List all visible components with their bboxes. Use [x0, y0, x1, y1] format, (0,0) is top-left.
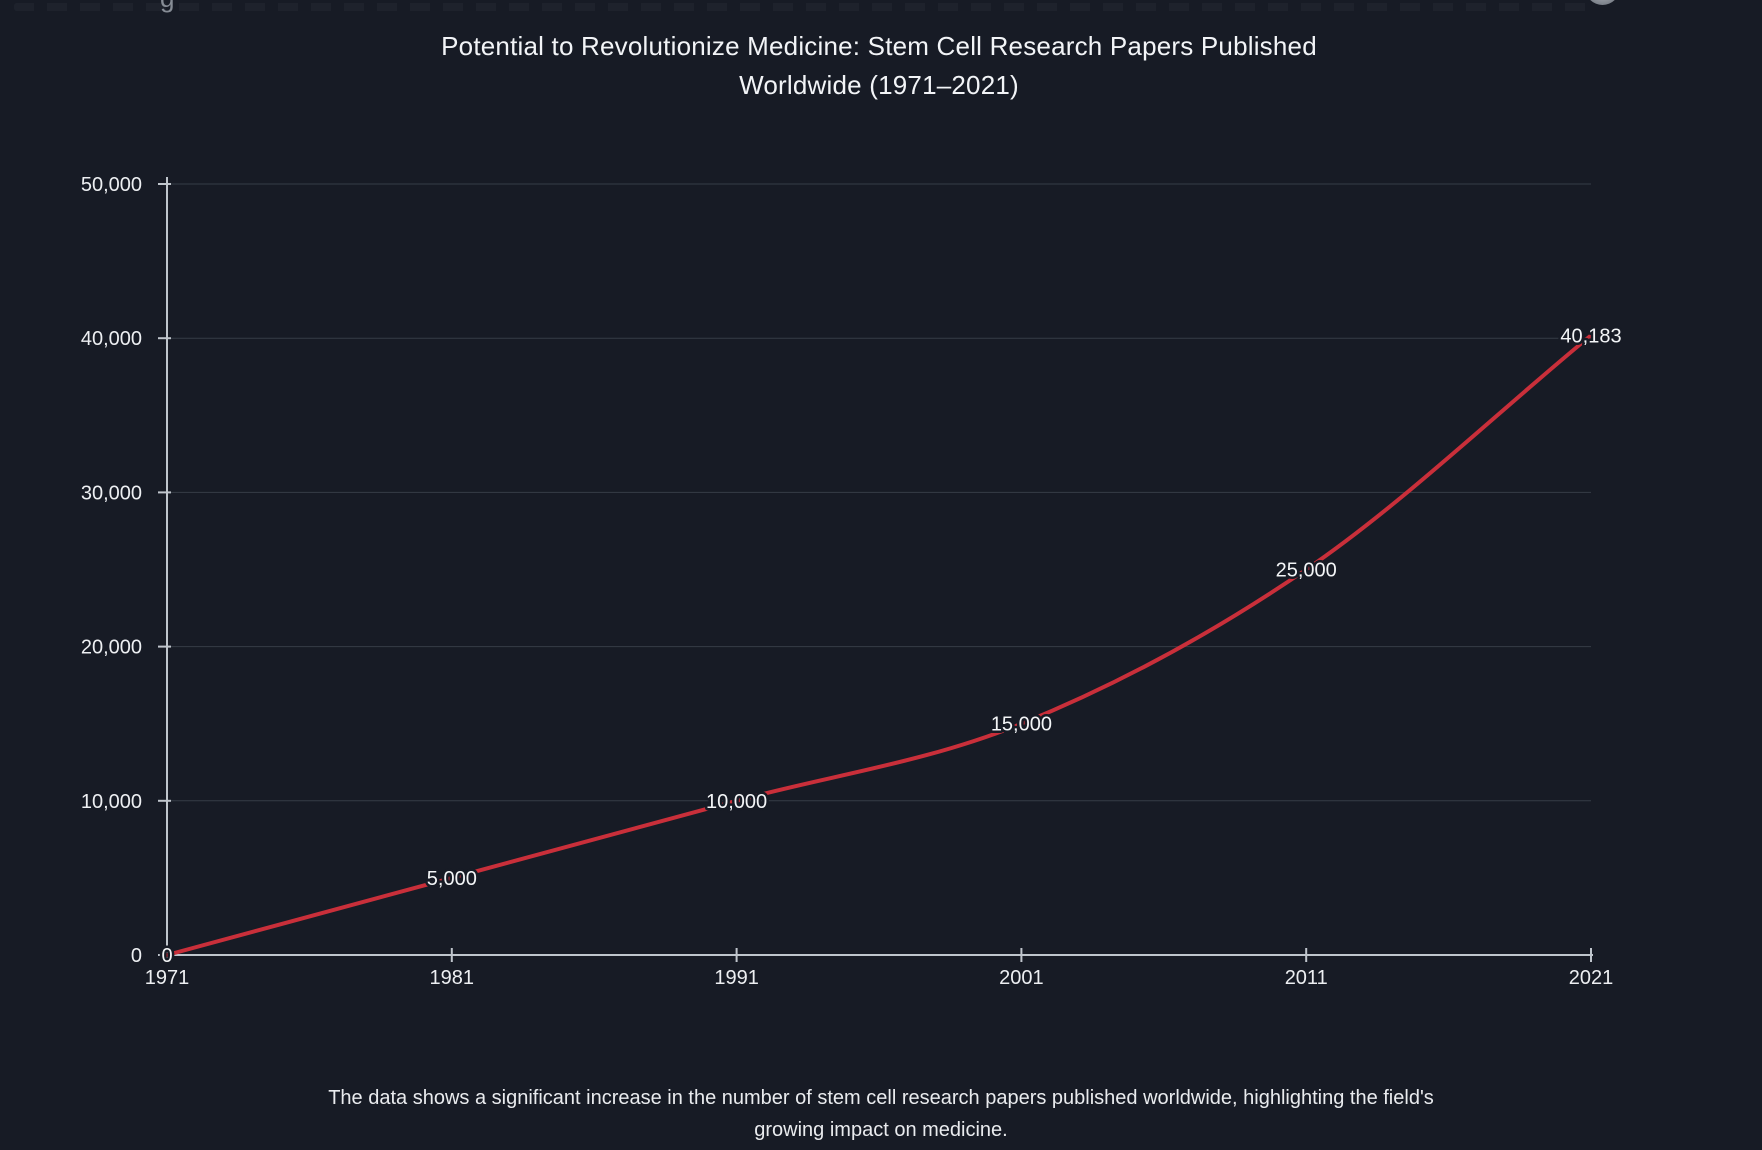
y-tick-label: 50,000	[81, 174, 142, 196]
data-line	[165, 333, 1593, 957]
data-point-label: 10,000	[706, 791, 767, 813]
y-tick-label: 40,000	[81, 328, 142, 350]
data-point-label: 15,000	[991, 714, 1052, 736]
chart-caption-line1: The data shows a significant increase in…	[328, 1087, 1434, 1109]
x-tick-label: 2011	[1285, 967, 1328, 989]
y-tick-label: 0	[131, 945, 142, 967]
cropped-avatar-circle	[1585, 0, 1620, 5]
x-tick-label: 2021	[1569, 967, 1614, 989]
x-tick-label: 2001	[999, 967, 1044, 989]
y-tick-label: 30,000	[81, 482, 142, 504]
data-point-label: 25,000	[1276, 560, 1337, 582]
chart-title: Potential to Revolutionize Medicine: Ste…	[0, 27, 1758, 105]
chart-caption-line2: growing impact on medicine.	[754, 1119, 1008, 1141]
data-point-label: 40,183	[1560, 325, 1621, 347]
chart-caption: The data shows a significant increase in…	[0, 1082, 1762, 1146]
chart-title-line1: Potential to Revolutionize Medicine: Ste…	[441, 31, 1317, 61]
chart-title-line2: Worldwide (1971–2021)	[739, 70, 1019, 100]
x-tick-label: 1971	[145, 967, 190, 989]
data-point-label: 5,000	[427, 868, 477, 890]
x-tick-label: 1981	[430, 967, 475, 989]
y-tick-label: 10,000	[81, 791, 142, 813]
y-tick-label: 20,000	[81, 637, 142, 659]
x-tick-label: 1991	[714, 967, 759, 989]
data-point-label: 0	[161, 945, 172, 967]
